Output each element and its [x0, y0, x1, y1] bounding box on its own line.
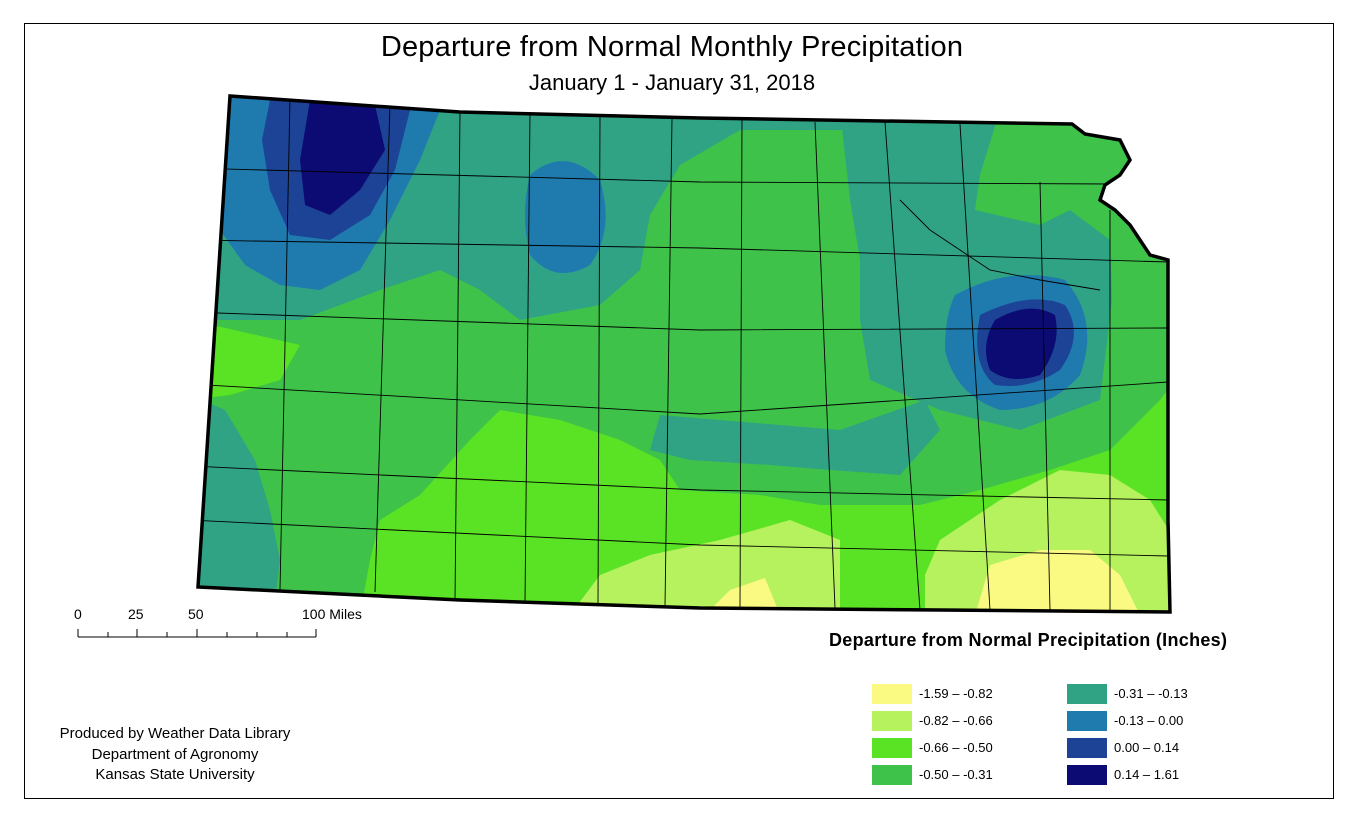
zone-nc-blue: [525, 161, 606, 273]
zone-southwest: [198, 395, 280, 600]
legend-swatch: [872, 684, 912, 704]
legend-label: 0.14 – 1.61: [1114, 767, 1180, 782]
scale-bar: [77, 629, 317, 638]
legend-label: 0.00 – 0.14: [1114, 740, 1180, 755]
zone-s-lightgreen-1: [570, 520, 840, 612]
map-title: Departure from Normal Monthly Precipitat…: [380, 31, 964, 63]
legend-title: Departure from Normal Precipitation (Inc…: [829, 630, 1228, 650]
legend-swatch: [872, 738, 912, 758]
scale-label-0: 0: [74, 606, 82, 622]
legend-label: -1.59 – -0.82: [919, 686, 993, 701]
legend-label: -0.13 – 0.00: [1114, 713, 1184, 728]
map-frame: [24, 23, 1334, 799]
scale-label-50: 50: [188, 606, 204, 622]
legend-label: -0.31 – -0.13: [1114, 686, 1188, 701]
map-subtitle: January 1 - January 31, 2018: [528, 70, 816, 95]
scale-label-25: 25: [128, 606, 144, 622]
legend-swatch: [1067, 711, 1107, 731]
zone-central-south: [650, 400, 940, 475]
credit-line-3: Kansas State University: [95, 766, 255, 783]
zone-s-yellow-2: [975, 550, 1140, 612]
zone-ne-darkest: [986, 308, 1057, 379]
legend-label: -0.66 – -0.50: [919, 740, 993, 755]
county-borders: [198, 97, 1169, 611]
scale-label-100: 100 Miles: [302, 606, 362, 622]
legend-swatch: [1067, 684, 1107, 704]
precipitation-fill: [198, 96, 1170, 612]
credit-line-1: Produced by Weather Data Library: [59, 725, 291, 742]
legend-swatch: [872, 765, 912, 785]
zone-west-bright: [198, 320, 300, 400]
zone-nw-darkest: [300, 100, 385, 215]
zone-s-yellow-1: [705, 578, 780, 612]
kansas-state-outline: [196, 94, 1172, 614]
credit-line-2: Department of Agronomy: [91, 746, 259, 763]
legend-swatch: [1067, 738, 1107, 758]
legend-swatch: [1067, 765, 1107, 785]
legend-swatch: [872, 711, 912, 731]
legend-label: -0.82 – -0.66: [919, 713, 993, 728]
legend-label: -0.50 – -0.31: [919, 767, 993, 782]
